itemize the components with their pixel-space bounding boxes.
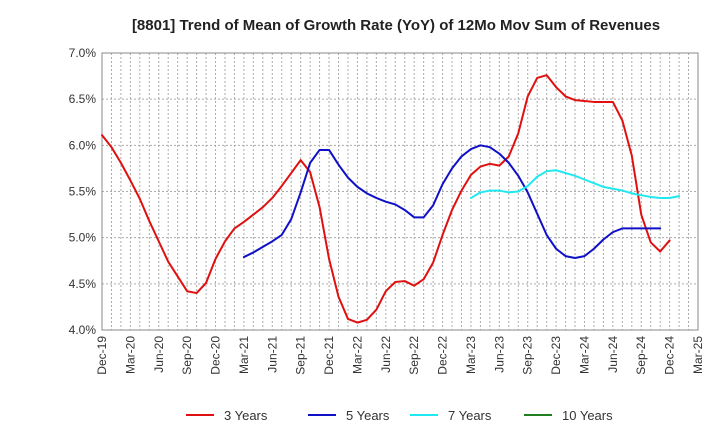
x-tick-label: Sep-20 (180, 336, 194, 375)
x-tick-label: Dec-21 (322, 336, 336, 375)
y-tick-label: 6.0% (69, 138, 97, 152)
series-line-7-years (469, 169, 681, 199)
series-layer (101, 74, 681, 324)
x-tick-label: Mar-23 (464, 336, 478, 374)
legend: 3 Years 5 Years 7 Years 10 Years (186, 408, 613, 423)
series-line-3-years (101, 74, 671, 324)
x-tick-label: Jun-21 (265, 336, 279, 373)
series-line-5-years (242, 144, 662, 259)
x-tick-label: Jun-22 (379, 336, 393, 373)
y-tick-label: 5.0% (69, 231, 97, 245)
x-tick-label: Sep-21 (294, 336, 308, 375)
x-tick-label: Dec-24 (663, 336, 677, 375)
x-tick-label: Dec-23 (549, 336, 563, 375)
grid-layer (102, 52, 698, 331)
x-tick-label: Dec-19 (95, 336, 109, 375)
x-tick-label: Mar-25 (691, 336, 705, 374)
x-tick-label: Sep-22 (407, 336, 421, 375)
x-tick-label: Sep-24 (634, 336, 648, 375)
y-tick-label: 4.5% (69, 277, 97, 291)
y-tick-label: 7.0% (69, 46, 97, 60)
legend-label: 5 Years (346, 408, 390, 423)
x-tick-label: Mar-21 (237, 336, 251, 374)
y-tick-label: 6.5% (69, 92, 97, 106)
y-axis: 4.0% 4.5% 5.0% 5.5% 6.0% 6.5% 7.0% (69, 46, 97, 337)
x-tick-label: Mar-24 (577, 336, 591, 374)
x-tick-label: Jun-23 (492, 336, 506, 373)
x-tick-label: Dec-22 (436, 336, 450, 375)
x-tick-label: Mar-20 (123, 336, 137, 374)
chart-title: [8801] Trend of Mean of Growth Rate (YoY… (132, 17, 660, 34)
x-tick-label: Jun-20 (152, 336, 166, 373)
plot-frame (101, 52, 699, 331)
x-tick-label: Jun-24 (606, 336, 620, 373)
x-tick-label: Dec-20 (209, 336, 223, 375)
x-tick-label: Sep-23 (521, 336, 535, 375)
legend-label: 7 Years (448, 408, 492, 423)
x-tick-label: Mar-22 (350, 336, 364, 374)
legend-label: 3 Years (224, 408, 268, 423)
y-tick-label: 5.5% (69, 185, 97, 199)
y-tick-label: 4.0% (69, 323, 97, 337)
x-axis: Dec-19 Mar-20 Jun-20 Sep-20 Dec-20 Mar-21 Jun-… (95, 336, 705, 375)
legend-label: 10 Years (562, 408, 613, 423)
